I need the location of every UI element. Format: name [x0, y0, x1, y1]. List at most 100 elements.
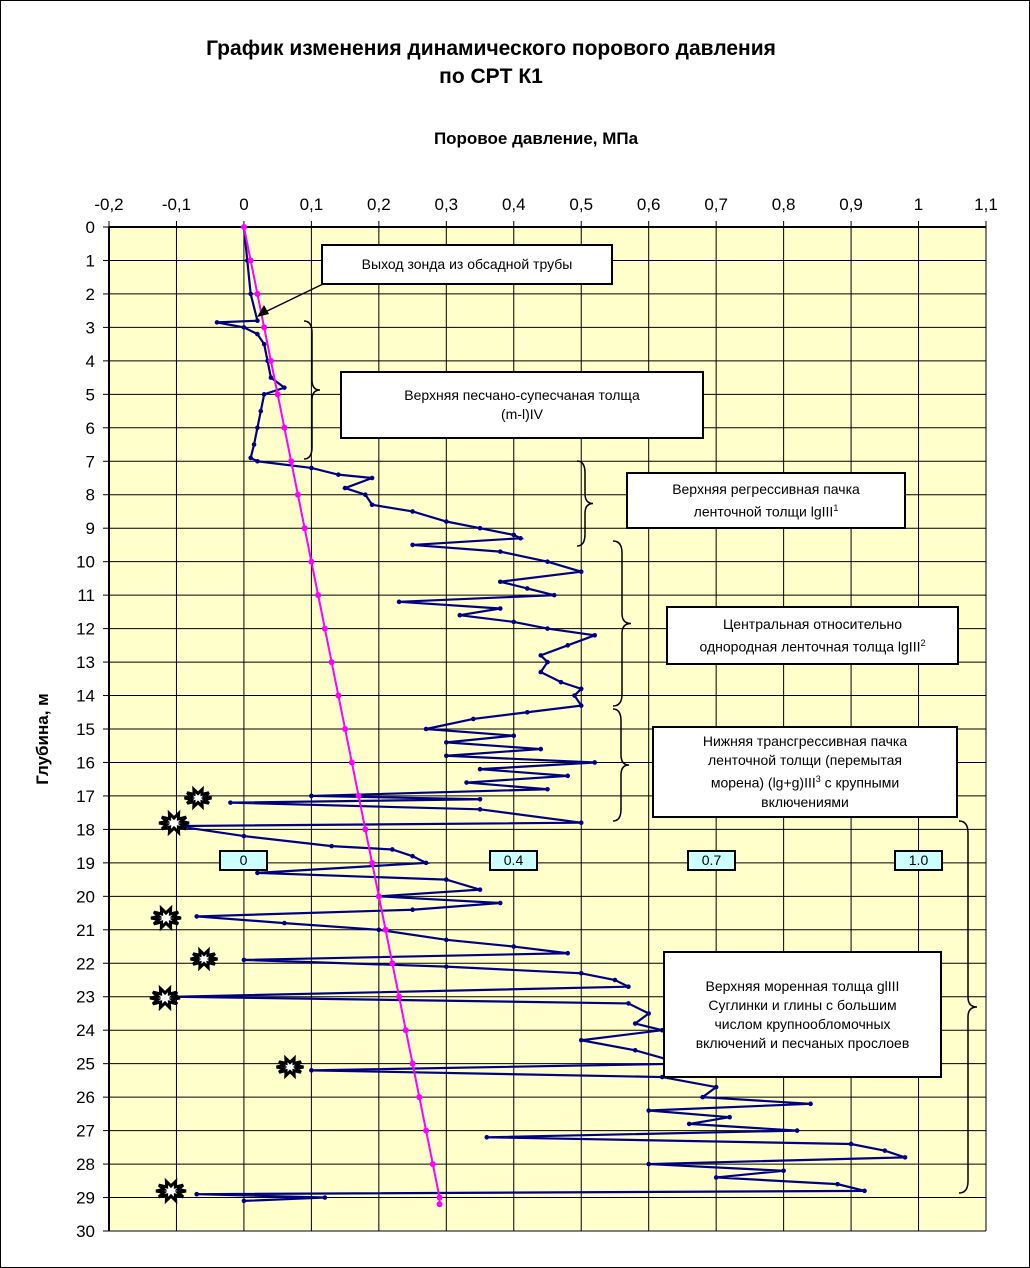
annotation-text: морена) (lg+g)III	[710, 774, 816, 791]
pore-pressure-point	[470, 716, 476, 722]
pore-pressure-point	[632, 1047, 638, 1053]
pore-pressure-point	[255, 318, 260, 324]
pore-pressure-point	[538, 746, 544, 752]
pore-pressure-point	[497, 606, 503, 611]
pore-pressure-point	[518, 535, 523, 541]
pore-pressure-point	[727, 1114, 732, 1120]
pore-pressure-point	[551, 592, 557, 598]
pore-pressure-point	[524, 709, 530, 715]
explosion-icon	[150, 904, 182, 932]
pore-pressure-point	[396, 599, 402, 605]
annotation-layer5: Верхняя моренная толща glIII Суглинки и …	[663, 951, 942, 1078]
x-axis-label: Поровое давление, МПа	[433, 129, 639, 148]
pore-pressure-point	[511, 944, 517, 949]
pore-pressure-point	[646, 1108, 651, 1113]
pore-pressure-point	[369, 475, 375, 481]
y-tick-label: 29	[76, 1189, 95, 1208]
pore-pressure-point	[545, 659, 550, 665]
pore-pressure-point	[258, 408, 264, 414]
pore-pressure-point	[248, 291, 253, 297]
pore-pressure-point	[538, 669, 544, 675]
annotation-text: с крупными	[820, 774, 900, 791]
pore-pressure-point	[578, 686, 584, 692]
hydrostatic-point	[247, 257, 254, 264]
pore-pressure-point	[565, 950, 571, 956]
y-tick-label: 19	[76, 854, 95, 873]
annotation-superscript: 3	[815, 774, 821, 785]
annotation-text: ленточной толщи lgIII	[693, 503, 834, 520]
pore-pressure-point	[578, 569, 584, 575]
pore-pressure-point	[282, 385, 287, 390]
pore-pressure-point	[241, 833, 247, 839]
pore-pressure-point	[329, 843, 334, 849]
pore-pressure-point	[444, 519, 449, 524]
hydrostatic-point	[288, 458, 295, 465]
pore-pressure-point	[646, 1011, 651, 1016]
explosion-icon	[190, 946, 218, 972]
pore-pressure-point	[444, 877, 449, 882]
brace-layer1	[303, 320, 321, 460]
pore-pressure-point	[309, 465, 314, 471]
x-tick-label: 0,6	[637, 195, 661, 214]
hydrostatic-point	[261, 324, 268, 331]
annotation-text: включениями	[761, 793, 849, 810]
pore-pressure-point	[410, 509, 415, 514]
pore-pressure-point	[322, 1195, 328, 1200]
brace-layer2	[576, 460, 594, 547]
pore-pressure-point	[214, 320, 220, 325]
hydrostatic-point	[436, 1194, 443, 1201]
pore-pressure-point	[511, 619, 517, 625]
scale-tag: 1.0	[894, 850, 943, 871]
brace-layer4	[612, 708, 630, 822]
y-tick-label: 26	[76, 1088, 95, 1107]
pore-pressure-point	[410, 853, 415, 859]
x-tick-label: 0,5	[569, 195, 593, 214]
annotation-text: Верхняя песчано-супесчаная толща	[404, 387, 640, 403]
x-tick-label: 0,7	[704, 195, 728, 214]
x-tick-label: 0,4	[502, 195, 526, 214]
pore-pressure-point	[241, 1198, 247, 1204]
y-tick-label: 5	[86, 385, 95, 404]
pore-pressure-point	[464, 780, 469, 785]
annotation-layer4: Нижняя трансгрессивная пачка ленточной т…	[652, 726, 958, 818]
y-tick-label: 13	[76, 653, 95, 672]
pore-pressure-point	[241, 957, 247, 963]
x-tick-label: 0,2	[367, 195, 391, 214]
pore-pressure-point	[578, 971, 584, 976]
x-tick-label: 0,1	[300, 195, 324, 214]
y-tick-label: 0	[86, 218, 95, 237]
pore-pressure-point	[390, 847, 395, 852]
hydrostatic-point	[267, 357, 274, 364]
explosion-icon	[155, 1177, 187, 1205]
arrow-line	[262, 283, 324, 314]
pore-pressure-point	[255, 331, 260, 337]
pore-pressure-point	[444, 753, 449, 759]
pore-pressure-point	[497, 549, 503, 554]
y-tick-label: 1	[86, 251, 95, 270]
hydrostatic-point	[348, 759, 355, 766]
y-tick-label: 17	[76, 787, 95, 806]
pore-pressure-point	[511, 733, 517, 738]
y-tick-label: 27	[76, 1122, 95, 1141]
pore-pressure-point	[228, 800, 233, 805]
hydrostatic-point	[375, 893, 382, 900]
pore-pressure-point	[410, 907, 415, 913]
y-tick-label: 18	[76, 820, 95, 839]
pore-pressure-point	[558, 679, 564, 685]
scale-tag: 0.4	[489, 850, 538, 871]
y-tick-label: 24	[76, 1021, 95, 1040]
pore-pressure-point	[646, 1161, 651, 1167]
pore-pressure-point	[477, 766, 483, 772]
pore-pressure-point	[545, 626, 550, 631]
y-tick-label: 23	[76, 988, 95, 1007]
hydrostatic-point	[402, 1027, 409, 1034]
pore-pressure-point	[538, 653, 544, 658]
pore-pressure-point	[592, 760, 598, 765]
annotation-layer1: Верхняя песчано-супесчаная толща (m-l)IV	[340, 371, 704, 439]
pore-pressure-point	[578, 820, 584, 826]
hydrostatic-point	[396, 993, 403, 1000]
pore-pressure-point	[194, 914, 199, 919]
x-tick-label: 0	[239, 195, 248, 214]
annotation-probe-exit: Выход зонда из обсадной трубы	[321, 244, 613, 285]
hydrostatic-point	[240, 224, 247, 230]
